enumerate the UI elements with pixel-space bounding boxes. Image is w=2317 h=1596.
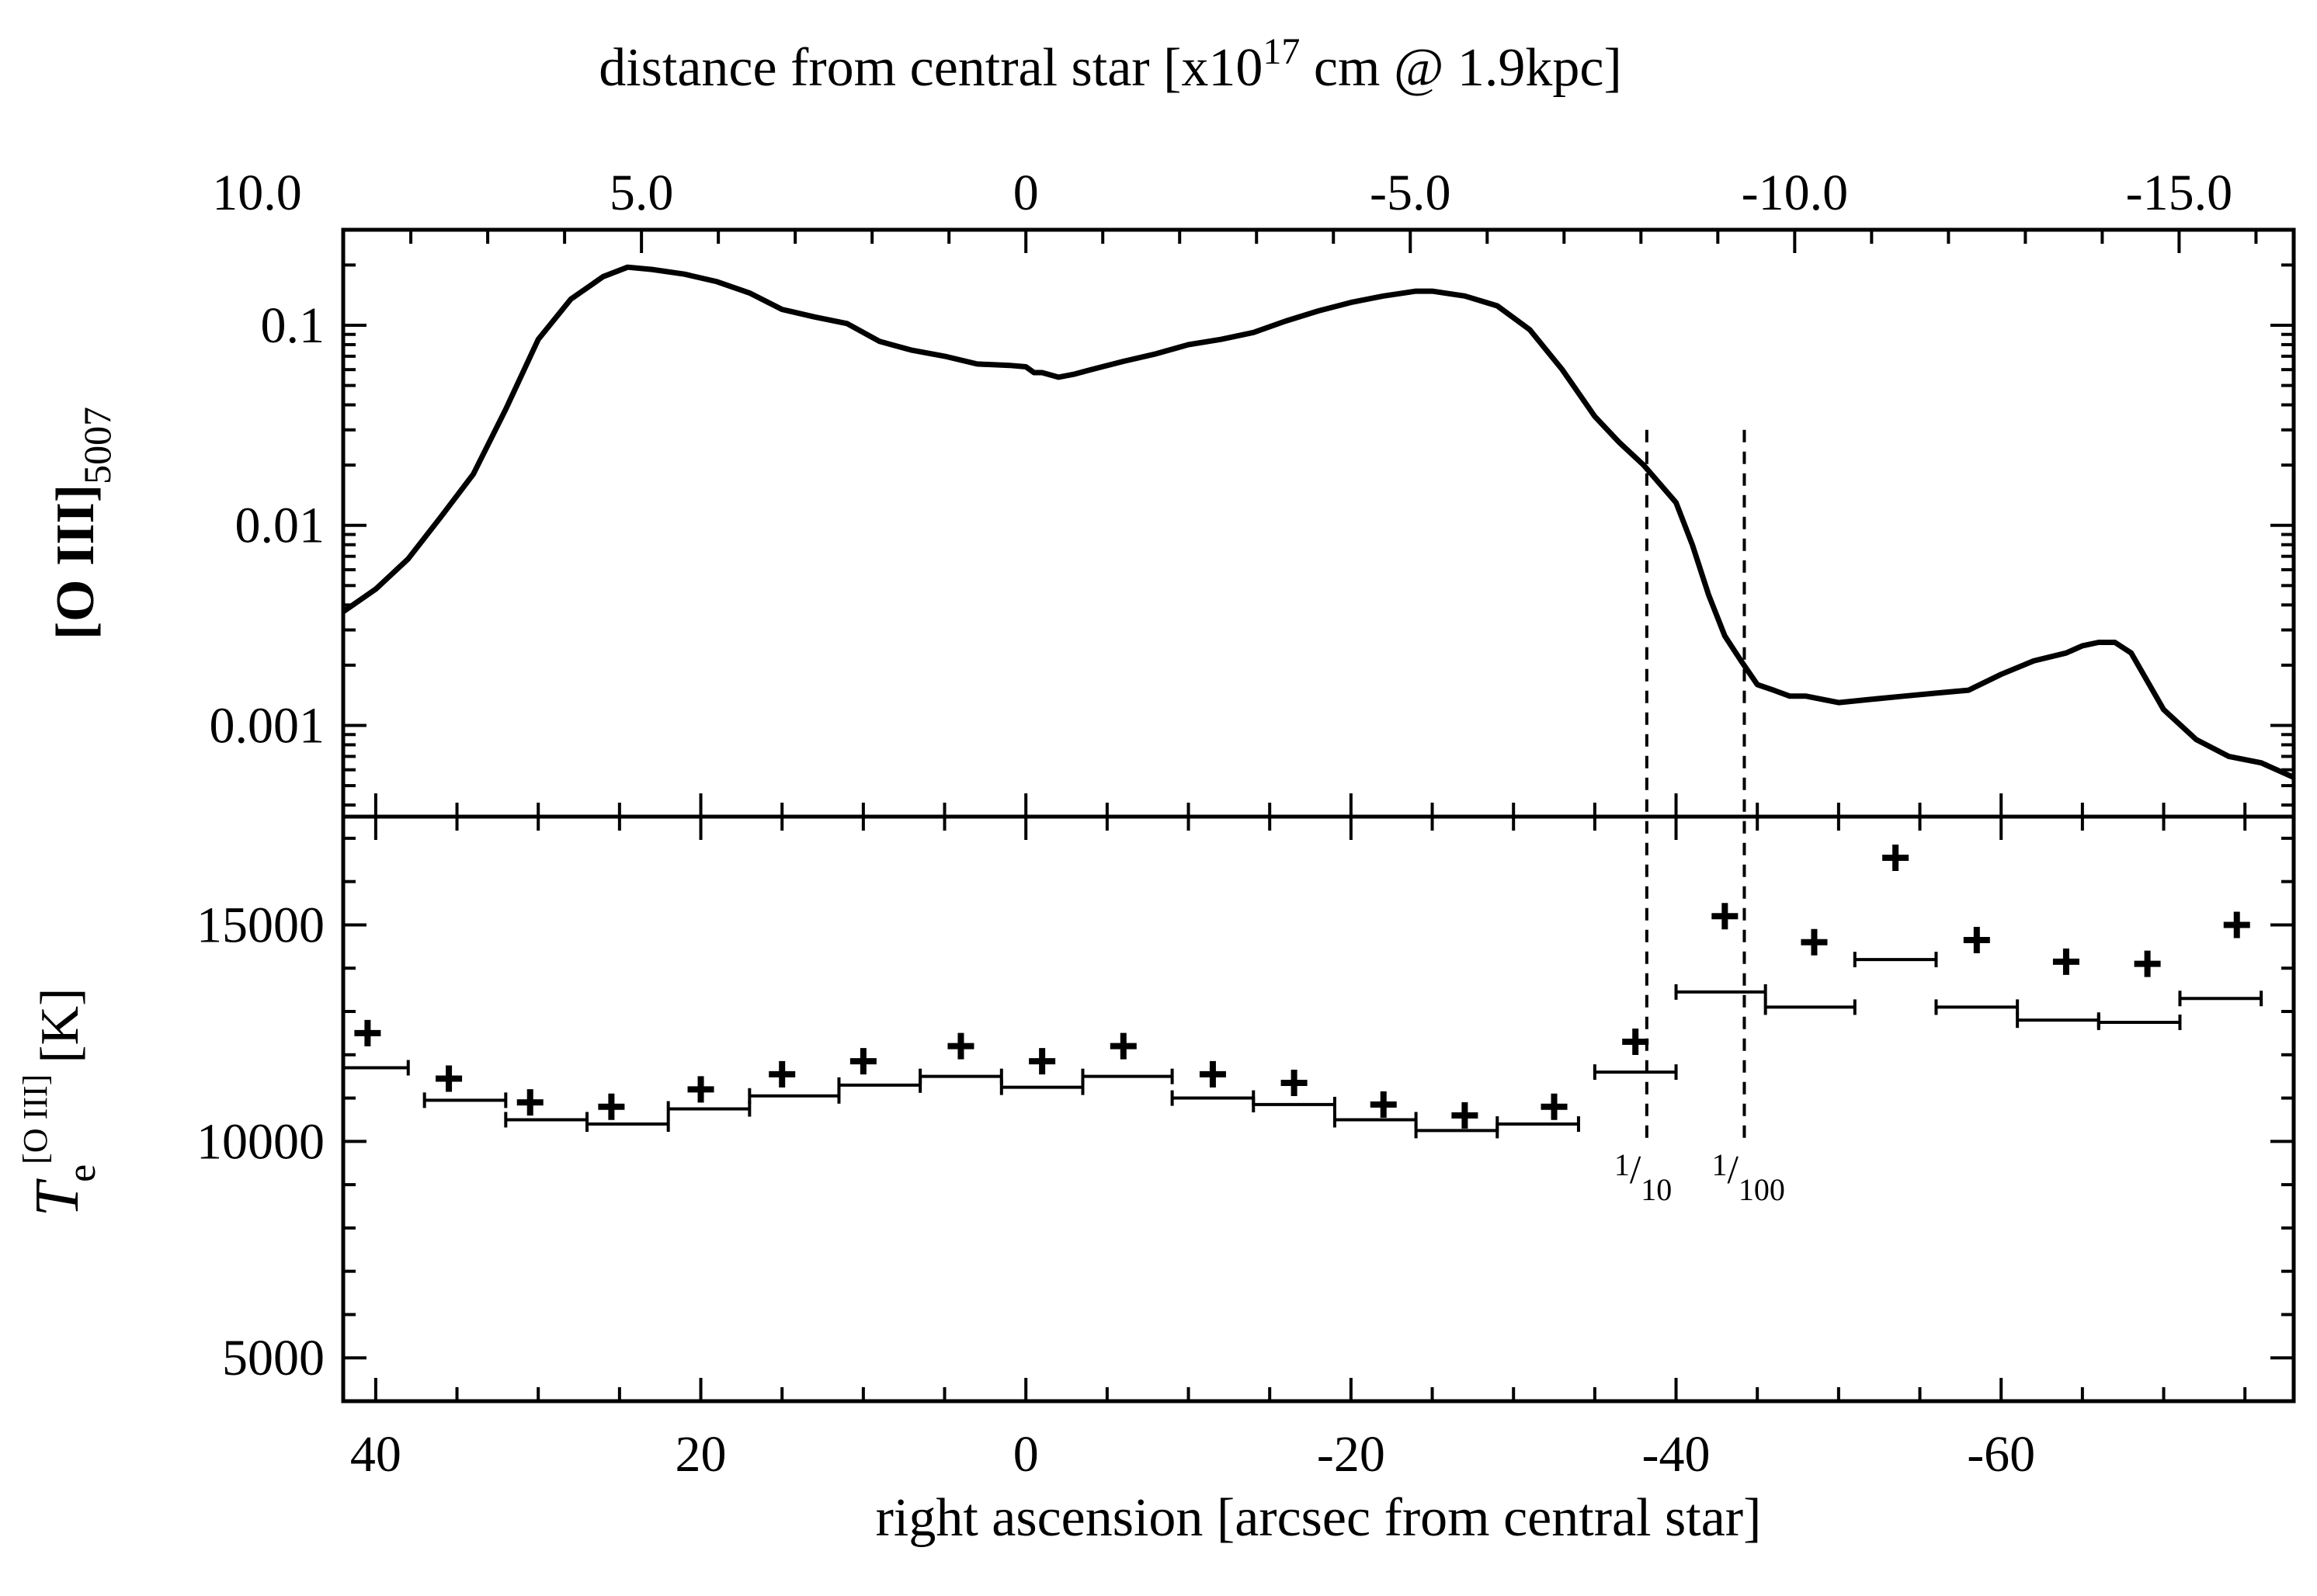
threshold-markers: 1/10 1/100 <box>1614 429 1785 1207</box>
x-tick-label: -60 <box>1967 1426 2035 1483</box>
data-point <box>1110 1032 1137 1060</box>
data-point <box>1801 928 1828 956</box>
data-point <box>436 1065 463 1092</box>
bottom-panel-ytick-label: 15000 <box>196 897 325 953</box>
bottom-panel-ytick-label: 5000 <box>222 1330 325 1386</box>
threshold-marker-label: 1/10 <box>1614 1147 1672 1207</box>
y-tick-labels: 0.001 0.01 0.1 5000 10000 15000 <box>196 297 325 1386</box>
x-axis-title: right ascension [arcsec from central sta… <box>876 1488 1762 1548</box>
data-point <box>1622 1029 1649 1056</box>
data-point <box>1451 1102 1478 1129</box>
data-point <box>1882 844 1909 871</box>
bottom-panel-bin-averages <box>342 952 2263 1139</box>
x-tick-label: -20 <box>1317 1426 1385 1483</box>
x-tick-label: 20 <box>676 1426 727 1483</box>
x-tick-label: 40 <box>350 1426 401 1483</box>
data-point <box>849 1048 877 1075</box>
top-panel-frame <box>341 227 2296 819</box>
data-point <box>2134 950 2161 977</box>
data-point <box>1541 1093 1568 1120</box>
data-point <box>687 1076 714 1103</box>
top-panel-ytick-label: 0.1 <box>261 297 325 354</box>
top-axis-tick-label: -5.0 <box>1370 165 1450 221</box>
top-axis-tick-label: 5.0 <box>610 165 674 221</box>
top-panel-ylabel: [O III]5007 <box>46 407 119 640</box>
oiii-profile-line <box>342 264 2295 780</box>
bottom-panel-points <box>354 844 2250 1129</box>
x-tick-label: 0 <box>1013 1426 1039 1483</box>
top-axis-title: distance from central star [x1017 cm @ 1… <box>599 31 1622 98</box>
top-axis-tick-labels: 10.05.00-5.0-10.0-15.0-20.0 <box>212 165 2232 221</box>
data-point <box>1199 1060 1226 1088</box>
data-point <box>1280 1070 1308 1097</box>
data-point <box>354 1019 381 1046</box>
bottom-panel-frame <box>341 814 2296 1403</box>
data-point <box>1963 926 1990 953</box>
top-axis-tick-label: -15.0 <box>2126 165 2232 221</box>
data-point <box>769 1060 796 1088</box>
top-axis-tick-label: 10.0 <box>212 165 302 221</box>
top-panel-curve-group <box>342 264 2295 780</box>
bottom-panel-ylabel: Te[O III][K] <box>16 988 104 1217</box>
data-point <box>1370 1091 1397 1118</box>
data-point <box>2223 911 2250 939</box>
top-axis-tick-label: -10.0 <box>1742 165 1848 221</box>
top-axis-tick-label: 0 <box>1013 165 1039 221</box>
data-point <box>1711 903 1739 930</box>
top-panel-ytick-label: 0.001 <box>210 697 325 754</box>
data-point <box>2052 948 2079 975</box>
axis-ticks <box>343 230 2294 1401</box>
data-point <box>947 1032 974 1060</box>
x-tick-label: -40 <box>1642 1426 1711 1483</box>
data-point <box>598 1093 625 1120</box>
bottom-panel-ytick-label: 10000 <box>196 1113 325 1170</box>
data-point <box>516 1089 544 1116</box>
threshold-marker-label: 1/100 <box>1711 1147 1784 1207</box>
top-panel-ytick-label: 0.01 <box>235 498 325 554</box>
data-point <box>1029 1048 1056 1075</box>
x-tick-labels: 40 20 0 -20 -40 -60 <box>350 1426 2035 1483</box>
